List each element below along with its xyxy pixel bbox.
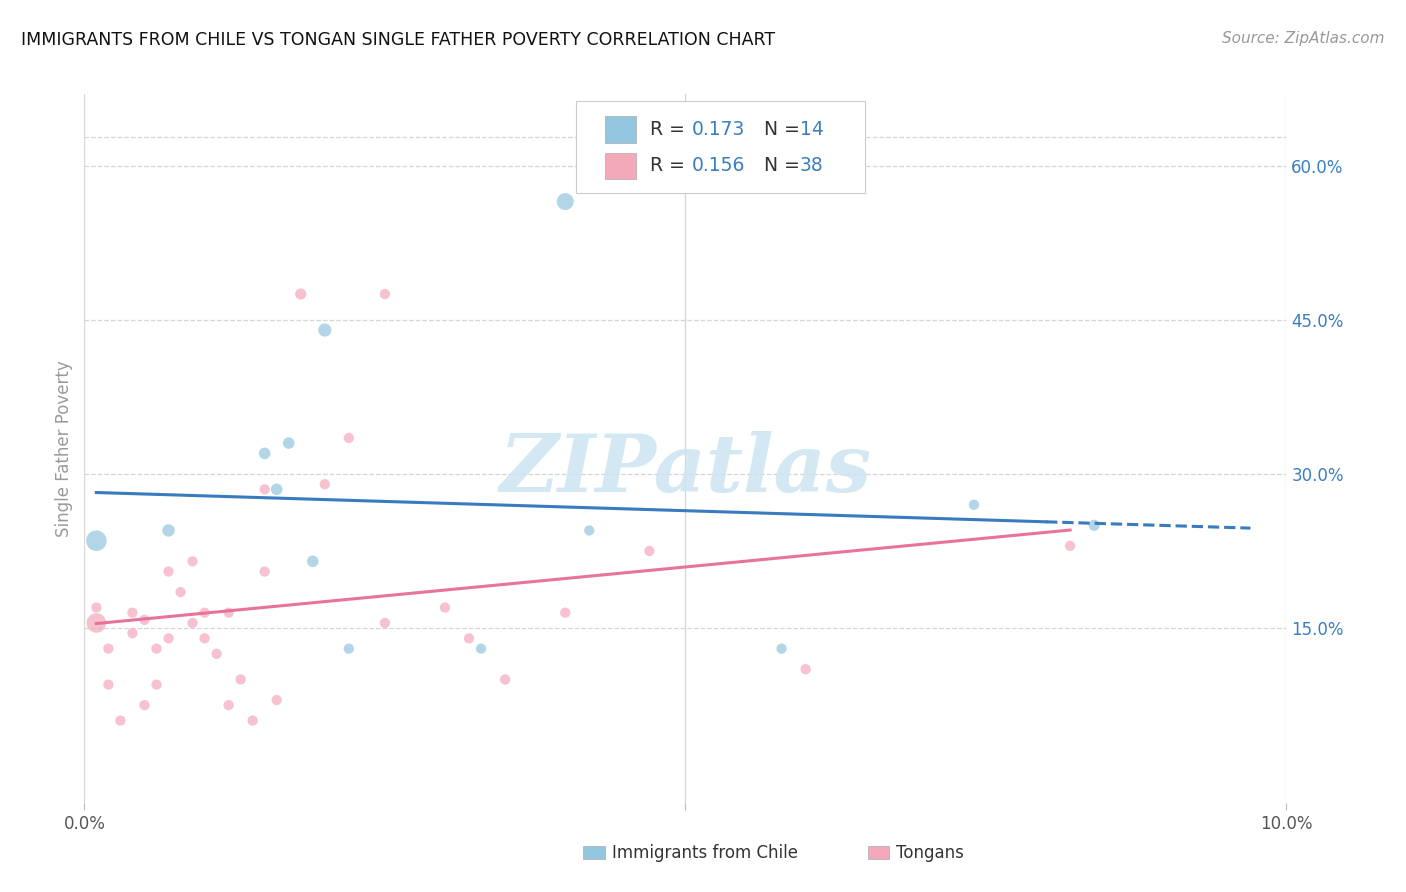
Y-axis label: Single Father Poverty: Single Father Poverty	[55, 359, 73, 537]
Point	[253, 446, 276, 460]
Point	[110, 714, 132, 728]
Point	[134, 698, 156, 713]
Point	[157, 565, 180, 579]
Point	[86, 533, 108, 548]
Text: 0.173: 0.173	[692, 120, 745, 139]
Text: N =: N =	[752, 120, 806, 139]
Text: 0.156: 0.156	[692, 156, 745, 176]
Point	[458, 632, 481, 646]
Point	[301, 554, 323, 568]
Point	[554, 194, 576, 209]
Text: R =: R =	[650, 156, 690, 176]
Point	[97, 678, 120, 692]
Point	[434, 600, 457, 615]
Point	[181, 554, 204, 568]
Point	[266, 693, 288, 707]
Point	[374, 615, 396, 630]
Point	[314, 323, 336, 337]
Point	[1059, 539, 1081, 553]
Text: ZIPatlas: ZIPatlas	[499, 431, 872, 508]
Text: Source: ZipAtlas.com: Source: ZipAtlas.com	[1222, 31, 1385, 46]
Point	[157, 632, 180, 646]
Point	[374, 287, 396, 301]
Text: 14: 14	[800, 120, 824, 139]
Point	[121, 626, 143, 640]
Point	[266, 483, 288, 497]
Point	[134, 613, 156, 627]
Point	[253, 565, 276, 579]
Point	[1083, 518, 1105, 533]
Point	[145, 678, 167, 692]
Point	[218, 606, 240, 620]
Point	[277, 436, 299, 450]
Point	[963, 498, 986, 512]
Text: 38: 38	[800, 156, 824, 176]
Point	[169, 585, 191, 599]
Point	[638, 544, 661, 558]
Text: Immigrants from Chile: Immigrants from Chile	[612, 844, 797, 862]
Point	[494, 673, 516, 687]
Point	[290, 287, 312, 301]
Point	[253, 483, 276, 497]
Point	[229, 673, 252, 687]
Point	[194, 606, 217, 620]
Point	[194, 632, 217, 646]
Point	[314, 477, 336, 491]
Point	[218, 698, 240, 713]
Text: IMMIGRANTS FROM CHILE VS TONGAN SINGLE FATHER POVERTY CORRELATION CHART: IMMIGRANTS FROM CHILE VS TONGAN SINGLE F…	[21, 31, 775, 49]
Point	[770, 641, 793, 656]
Point	[121, 606, 143, 620]
Point	[86, 600, 108, 615]
Point	[97, 641, 120, 656]
Point	[470, 641, 492, 656]
Point	[181, 615, 204, 630]
Point	[242, 714, 264, 728]
Text: N =: N =	[752, 156, 806, 176]
Point	[554, 606, 576, 620]
Point	[578, 524, 600, 538]
Text: R =: R =	[650, 120, 690, 139]
Point	[86, 615, 108, 630]
Text: Tongans: Tongans	[896, 844, 963, 862]
Point	[205, 647, 228, 661]
Point	[157, 524, 180, 538]
Point	[145, 641, 167, 656]
Point	[337, 641, 360, 656]
Point	[794, 662, 817, 676]
Point	[337, 431, 360, 445]
